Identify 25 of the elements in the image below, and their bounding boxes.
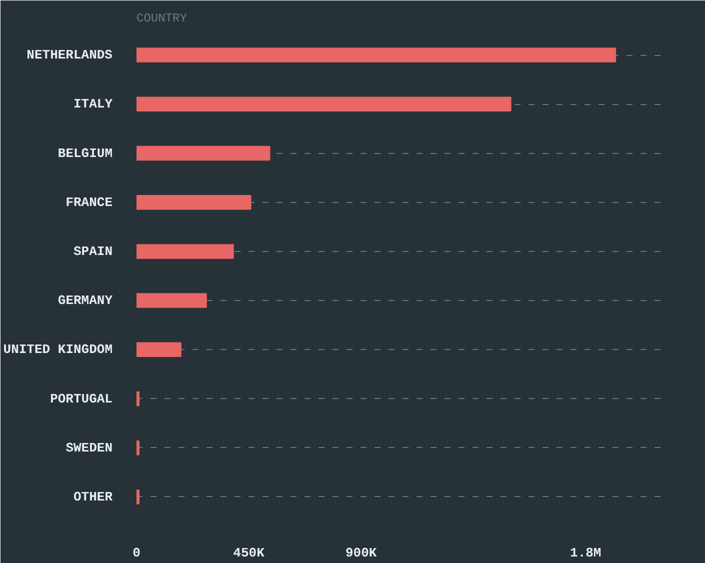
y-tick-label: GERMANY: [58, 293, 113, 308]
y-tick-label: SWEDEN: [66, 440, 113, 456]
bar: [136, 293, 207, 308]
x-tick-label: 1.8M: [570, 546, 602, 560]
bar: [136, 490, 140, 504]
chart-title: COUNTRY: [136, 12, 187, 26]
bar: [136, 48, 616, 62]
bar: [136, 96, 512, 112]
y-tick-label: UNITED KINGDOM: [3, 342, 113, 358]
y-tick-label: BELGIUM: [58, 146, 113, 161]
x-tick-label: 450K: [233, 546, 265, 560]
y-tick-label: ITALY: [73, 96, 113, 112]
y-tick-label: FRANCE: [66, 194, 113, 210]
y-tick-label: PORTUGAL: [50, 391, 113, 406]
bar: [136, 440, 140, 456]
x-tick-label: 0: [132, 546, 141, 560]
bar: [136, 391, 140, 406]
bar: [136, 244, 234, 259]
bar: [136, 146, 270, 161]
x-tick-label: 900K: [345, 546, 377, 560]
y-tick-label: OTHER: [73, 489, 113, 504]
y-tick-label: NETHERLANDS: [26, 48, 113, 63]
y-tick-label: SPAIN: [73, 244, 113, 259]
bar: [136, 342, 182, 358]
bar: [136, 194, 252, 210]
